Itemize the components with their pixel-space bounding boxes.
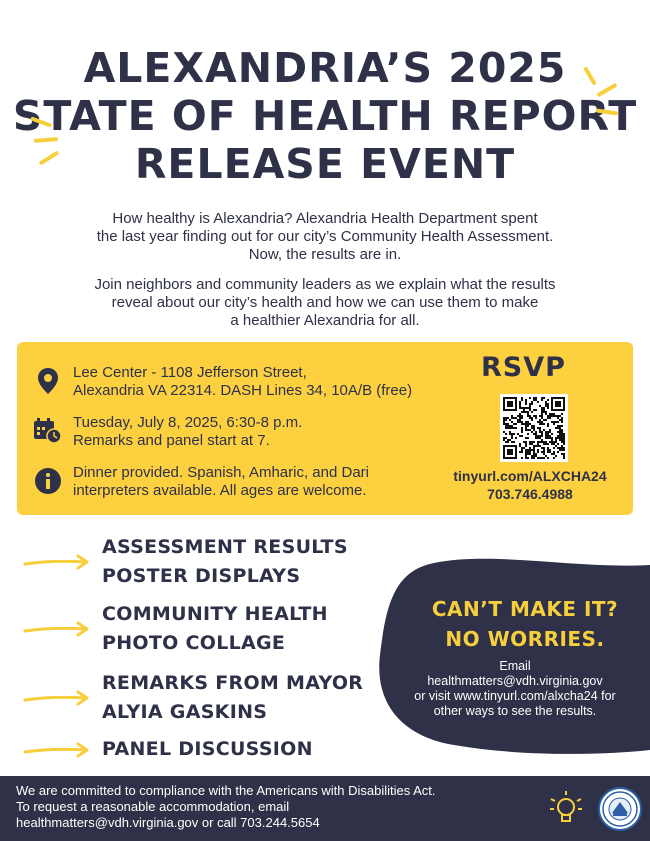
arrow-icon bbox=[23, 690, 89, 706]
left-burst-decoration bbox=[29, 112, 80, 172]
cant-make-it-heading: CAN’T MAKE IT? NO WORRIES. bbox=[431, 597, 619, 651]
ada-statement: We are committed to compliance with the … bbox=[16, 783, 436, 830]
cant-make-it-panel bbox=[379, 558, 650, 754]
arrow-icon bbox=[23, 742, 89, 757]
calendar-clock-icon bbox=[33, 416, 63, 446]
lightbulb-icon bbox=[550, 791, 582, 822]
rsvp-qr-code[interactable] bbox=[500, 394, 568, 462]
rsvp-phone: 703.746.4988 bbox=[487, 486, 573, 502]
cant-make-it-body: Email healthmatters@vdh.virginia.gov or … bbox=[390, 659, 640, 719]
footer: We are committed to compliance with the … bbox=[0, 776, 650, 841]
agenda-label: REMARKS FROM MAYOR ALYIA GASKINS bbox=[102, 672, 364, 723]
info-icon bbox=[33, 466, 63, 496]
agenda-item-4: PANEL DISCUSSION bbox=[22, 735, 313, 764]
map-pin-icon bbox=[33, 366, 63, 396]
intro-paragraph-1: How healthy is Alexandria? Alexandria He… bbox=[96, 210, 554, 263]
title-line-3: RELEASE EVENT bbox=[134, 140, 516, 188]
event-title: ALEXANDRIA’S 2025 STATE OF HEALTH REPORT… bbox=[0, 44, 650, 188]
time-row: Tuesday, July 8, 2025, 6:30-8 p.m. Remar… bbox=[33, 414, 302, 450]
right-burst-decoration bbox=[576, 66, 626, 126]
rsvp-heading: RSVP bbox=[481, 352, 566, 383]
rsvp-url-link[interactable]: tinyurl.com/ALXCHA24 bbox=[453, 468, 607, 484]
agenda-label: PANEL DISCUSSION bbox=[102, 738, 313, 760]
location-row: Lee Center - 1108 Jefferson Street, Alex… bbox=[33, 364, 412, 400]
health-department-seal-logo bbox=[598, 787, 642, 831]
info-text: Dinner provided. Spanish, Amharic, and D… bbox=[73, 464, 369, 499]
info-row: Dinner provided. Spanish, Amharic, and D… bbox=[33, 464, 369, 500]
agenda-item-3: REMARKS FROM MAYOR ALYIA GASKINS bbox=[22, 669, 363, 727]
title-line-1: ALEXANDRIA’S 2025 bbox=[83, 44, 567, 92]
contact-email-link[interactable]: healthmatters@vdh.virginia.gov bbox=[427, 674, 603, 688]
agenda-item-2: COMMUNITY HEALTH PHOTO COLLAGE bbox=[22, 600, 328, 658]
intro-paragraph-2: Join neighbors and community leaders as … bbox=[94, 276, 556, 329]
title-line-2: STATE OF HEALTH REPORT bbox=[12, 92, 638, 140]
agenda-label: ASSESSMENT RESULTS POSTER DISPLAYS bbox=[102, 536, 348, 587]
agenda-item-1: ASSESSMENT RESULTS POSTER DISPLAYS bbox=[22, 533, 348, 591]
location-text: Lee Center - 1108 Jefferson Street, Alex… bbox=[73, 364, 413, 399]
agenda-label: COMMUNITY HEALTH PHOTO COLLAGE bbox=[102, 603, 328, 654]
arrow-icon bbox=[23, 554, 89, 570]
arrow-icon bbox=[23, 621, 89, 637]
time-text: Tuesday, July 8, 2025, 6:30-8 p.m. Remar… bbox=[73, 414, 303, 449]
